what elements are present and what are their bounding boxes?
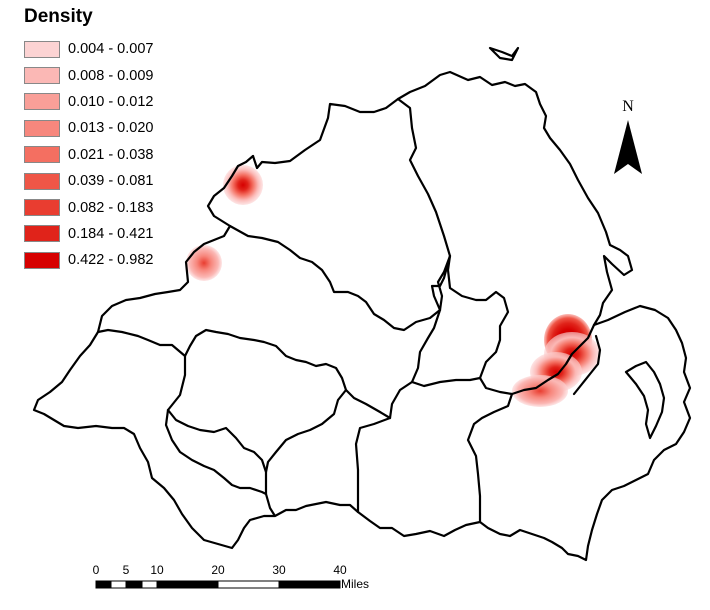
legend-row: 0.021 - 0.038: [24, 142, 153, 168]
west-coast: [96, 154, 255, 334]
legend-swatch: [24, 251, 60, 269]
legend-label: 0.004 - 0.007: [68, 41, 154, 58]
legend-swatch: [24, 40, 60, 58]
scale-segment-40-50: [279, 581, 340, 588]
legend-swatch: [24, 119, 60, 137]
legend-label: 0.039 - 0.081: [68, 173, 154, 190]
belfast-lough-shore: [510, 323, 596, 396]
scale-segment-5-10: [110, 580, 127, 589]
density-surface: [186, 165, 600, 407]
boundary-lough-neagh: [410, 308, 482, 388]
legend-swatch: [24, 225, 60, 243]
north-arrow-icon: [614, 120, 642, 174]
legend-label: 0.082 - 0.183: [68, 199, 154, 216]
legend-swatch: [24, 93, 60, 111]
boundary-east-west: [446, 254, 514, 396]
north-west-hotspot: [223, 165, 263, 205]
strangford-lough: [624, 360, 666, 440]
boundary-south-west: [183, 328, 392, 420]
west-hotspot: [186, 245, 222, 281]
legend-label: 0.010 - 0.012: [68, 93, 154, 110]
legend-swatch: [24, 199, 60, 217]
scale-segment-0-5: [96, 581, 111, 588]
legend-label: 0.422 - 0.982: [68, 252, 154, 269]
legend-title: Density: [24, 6, 93, 27]
legend-label: 0.008 - 0.009: [68, 67, 154, 84]
boundary-central: [354, 380, 414, 514]
scale-segment-10-15: [126, 581, 142, 588]
east-inner-boundary: [572, 334, 602, 396]
boundary-central-north: [430, 254, 452, 312]
north-arrow: N: [608, 98, 648, 180]
legend-row: 0.008 - 0.009: [24, 62, 153, 88]
east-hotspot-south: [512, 375, 568, 407]
boundary-fermanagh: [166, 408, 268, 496]
region-boundaries: [32, 46, 692, 562]
legend-row: 0.013 - 0.020: [24, 115, 153, 141]
legend-label: 0.184 - 0.421: [68, 225, 154, 242]
scale-segment-30-40: [217, 580, 280, 589]
legend-row: 0.422 - 0.982: [24, 247, 153, 273]
legend-row: 0.082 - 0.183: [24, 194, 153, 220]
legend: Density 0.004 - 0.007 0.008 - 0.009 0.010 …: [24, 6, 153, 274]
legend-label: 0.021 - 0.038: [68, 146, 154, 163]
legend-swatch: [24, 146, 60, 164]
scale-bar: [95, 580, 341, 589]
legend-row: 0.010 - 0.012: [24, 89, 153, 115]
country-outline: [32, 70, 692, 562]
boundary-north-west: [228, 97, 452, 332]
legend-swatch: [24, 67, 60, 85]
legend-row: 0.004 - 0.007: [24, 36, 153, 62]
legend-label: 0.013 - 0.020: [68, 120, 154, 137]
legend-swatch: [24, 172, 60, 190]
boundary-south-east: [466, 392, 514, 524]
north-letter: N: [622, 98, 634, 115]
scale-segment-20-30: [157, 581, 218, 588]
legend-classes: 0.004 - 0.007 0.008 - 0.009 0.010 - 0.012 0…: [24, 36, 153, 274]
boundary-inner-south: [264, 388, 348, 474]
legend-row: 0.184 - 0.421: [24, 221, 153, 247]
legend-row: 0.039 - 0.081: [24, 168, 153, 194]
rathlin-island: [488, 46, 520, 62]
scale-segment-15-20: [141, 580, 158, 589]
